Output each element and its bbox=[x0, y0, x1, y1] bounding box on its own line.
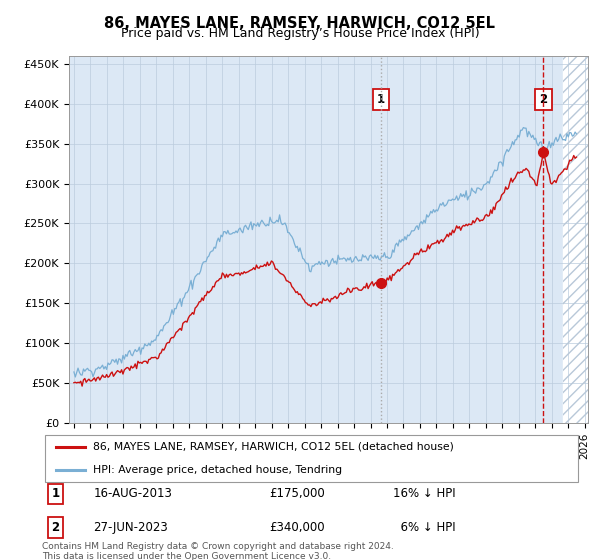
Text: 2: 2 bbox=[539, 94, 547, 106]
Text: 16-AUG-2013: 16-AUG-2013 bbox=[94, 487, 172, 501]
Bar bbox=[563, 56, 596, 423]
Text: Contains HM Land Registry data © Crown copyright and database right 2024.
This d: Contains HM Land Registry data © Crown c… bbox=[42, 542, 394, 560]
Text: 16% ↓ HPI: 16% ↓ HPI bbox=[393, 487, 455, 501]
Text: £340,000: £340,000 bbox=[269, 521, 325, 534]
Text: £175,000: £175,000 bbox=[269, 487, 325, 501]
Text: HPI: Average price, detached house, Tendring: HPI: Average price, detached house, Tend… bbox=[94, 465, 343, 475]
Text: 1: 1 bbox=[377, 94, 385, 106]
Text: 86, MAYES LANE, RAMSEY, HARWICH, CO12 5EL: 86, MAYES LANE, RAMSEY, HARWICH, CO12 5E… bbox=[104, 16, 496, 31]
Text: 1: 1 bbox=[52, 487, 59, 501]
Text: Price paid vs. HM Land Registry’s House Price Index (HPI): Price paid vs. HM Land Registry’s House … bbox=[121, 27, 479, 40]
Text: 27-JUN-2023: 27-JUN-2023 bbox=[94, 521, 168, 534]
Bar bbox=[563, 56, 596, 423]
Text: 2: 2 bbox=[52, 521, 59, 534]
Text: 6% ↓ HPI: 6% ↓ HPI bbox=[393, 521, 455, 534]
FancyBboxPatch shape bbox=[45, 435, 578, 482]
Text: 86, MAYES LANE, RAMSEY, HARWICH, CO12 5EL (detached house): 86, MAYES LANE, RAMSEY, HARWICH, CO12 5E… bbox=[94, 442, 454, 452]
